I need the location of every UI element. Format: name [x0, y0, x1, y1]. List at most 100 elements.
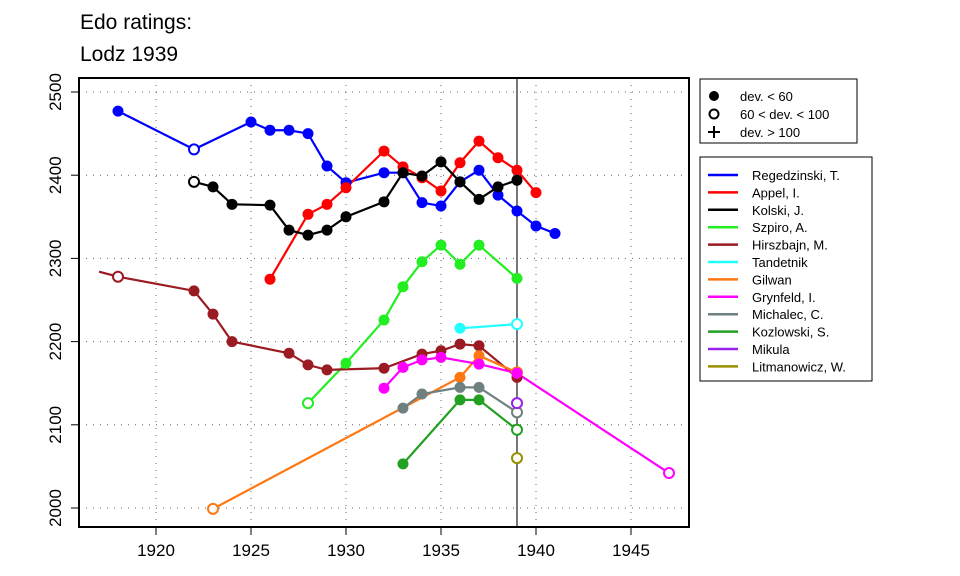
data-point-filled [245, 116, 257, 128]
data-point-filled [435, 200, 447, 212]
chart-title-line-1: Edo ratings: [80, 11, 192, 34]
legend-entry: Kozlowski, S. [752, 325, 829, 340]
axes: 1920 1925 1930 1935 1940 1945 2000 2100 2200 2300… [46, 73, 650, 560]
data-point-filled [416, 388, 428, 400]
data-point-filled [321, 160, 333, 172]
filled-circle-icon [709, 91, 719, 101]
data-point-filled [321, 224, 333, 236]
series-line [402, 398, 518, 465]
data-point-filled [302, 208, 314, 220]
legend-entry: Tandetnik [752, 255, 808, 270]
data-point-filled [340, 211, 352, 223]
y-tick-label: 2400 [46, 156, 65, 194]
data-point-filled [454, 322, 466, 334]
grid [79, 78, 689, 527]
data-point-filled [454, 157, 466, 169]
data-point-filled [207, 308, 219, 320]
data-point-open [663, 467, 675, 480]
legend-entry: Mikula [752, 342, 790, 357]
data-point-filled [454, 338, 466, 350]
marker-legend: dev. < 60 60 < dev. < 100 dev. > 100 [699, 78, 858, 144]
x-tick-label: 1935 [422, 541, 460, 560]
data-point-filled [340, 182, 352, 194]
data-point-filled [378, 196, 390, 208]
series-line [307, 243, 518, 404]
data-point-filled [264, 124, 276, 136]
series-layer [98, 78, 675, 527]
legend-entry: Michalec, C. [752, 307, 824, 322]
legend-entry: Litmanowicz, W. [752, 359, 846, 374]
data-point-filled [378, 167, 390, 179]
data-point-filled [321, 198, 333, 210]
data-point-filled [283, 224, 295, 236]
data-point-filled [511, 164, 523, 176]
legend-entry: Kolski, J. [752, 203, 804, 218]
data-point-filled [416, 197, 428, 209]
marker-legend-label: dev. < 60 [740, 89, 793, 104]
data-point-filled [473, 350, 485, 362]
data-point-filled [473, 381, 485, 393]
data-point-open [511, 452, 523, 465]
y-tick-label: 2000 [46, 489, 65, 527]
data-point-open [511, 397, 523, 410]
data-point-filled [473, 358, 485, 370]
data-point-filled [397, 281, 409, 293]
data-point-filled [378, 145, 390, 157]
data-point-filled [511, 174, 523, 186]
legend-entry: Appel, I. [752, 185, 800, 200]
data-point-filled [454, 371, 466, 383]
x-tick-label: 1945 [612, 541, 650, 560]
data-point-filled [207, 181, 219, 193]
data-point-filled [397, 402, 409, 414]
y-tick-label: 2100 [46, 406, 65, 444]
data-point-filled [511, 205, 523, 217]
series-line [212, 354, 518, 510]
open-circle-icon [708, 108, 720, 120]
data-point-filled [473, 340, 485, 352]
data-point-filled [321, 364, 333, 376]
legend-entry: Szpiro, A. [752, 220, 808, 235]
series-line [459, 323, 518, 330]
data-point-filled [435, 351, 447, 363]
marker-legend-box [699, 78, 858, 144]
data-point-filled [378, 362, 390, 374]
y-tick-label: 2200 [46, 323, 65, 361]
data-point-filled [473, 394, 485, 406]
data-point-filled [226, 198, 238, 210]
data-point-filled [492, 189, 504, 201]
series-legend: Regedzinski, T. Appel, I. Kolski, J. Szpiro… [699, 156, 873, 382]
data-point-filled [435, 156, 447, 168]
data-point-open [188, 175, 200, 188]
data-point-filled [378, 382, 390, 394]
legend-entry: Hirszbajn, M. [752, 238, 828, 253]
data-point-open [511, 318, 523, 331]
x-tick-label: 1930 [327, 541, 365, 560]
data-point-filled [397, 458, 409, 470]
legend-entry: Regedzinski, T. [752, 168, 840, 183]
plot-frame [78, 77, 690, 528]
data-point-filled [530, 187, 542, 199]
series-legend-box [699, 156, 873, 382]
data-point-open [112, 270, 124, 283]
data-point-filled [378, 314, 390, 326]
chart-title-line-2: Lodz 1939 [80, 43, 178, 66]
data-point-filled [435, 239, 447, 251]
data-point-open [188, 143, 200, 156]
data-point-filled [549, 227, 561, 239]
data-point-filled [302, 359, 314, 371]
series-line [193, 160, 518, 237]
data-point-filled [473, 193, 485, 205]
y-tick-label: 2500 [46, 73, 65, 111]
data-point-filled [397, 361, 409, 373]
data-point-filled [454, 394, 466, 406]
data-point-filled [264, 273, 276, 285]
data-point-filled [530, 220, 542, 232]
data-point-filled [492, 152, 504, 164]
data-point-filled [454, 381, 466, 393]
x-tick-label: 1925 [232, 541, 270, 560]
legend-entry: Gilwan [752, 272, 792, 287]
data-point-filled [473, 135, 485, 147]
data-point-filled [283, 124, 295, 136]
y-tick-label: 2300 [46, 239, 65, 277]
